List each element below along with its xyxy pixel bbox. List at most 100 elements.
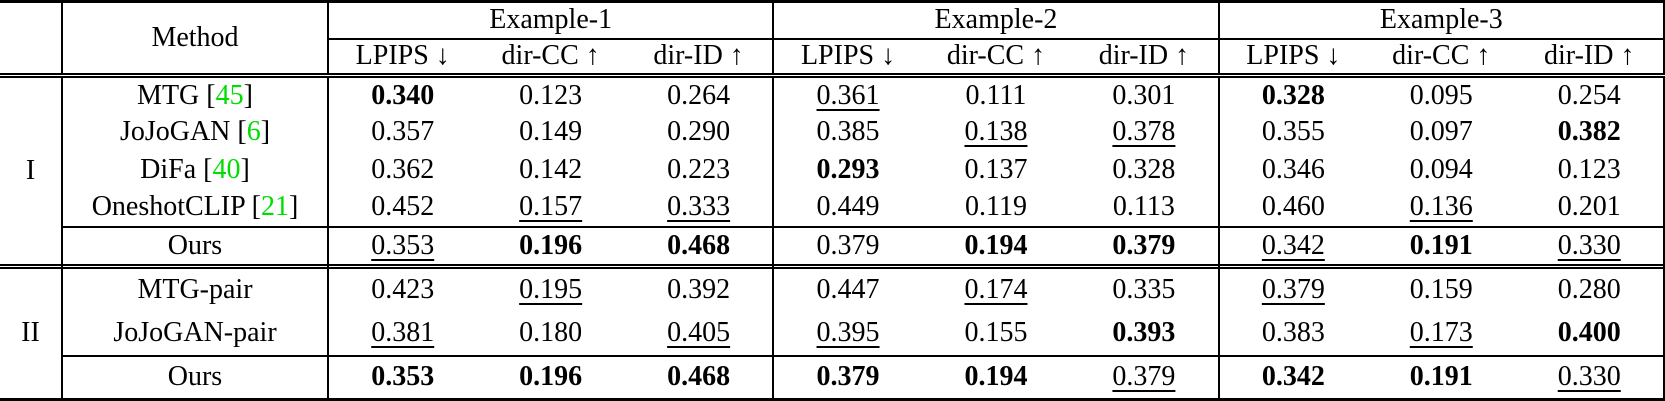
- method-cell: OneshotCLIP [21]: [61, 188, 328, 227]
- method-cell: MTG-pair: [61, 267, 328, 312]
- metric-value: 0.280: [1557, 274, 1621, 306]
- metric-value: 0.379: [1070, 225, 1219, 265]
- metric-value: 0.342: [1217, 354, 1368, 400]
- metric-value: 0.340: [326, 75, 477, 114]
- table-row: II MTG-pair 0.423 0.195 0.392 0.447 0.174 0.335…: [0, 267, 1664, 348]
- citation-link[interactable]: 45: [215, 79, 244, 111]
- metric-value: 0.379: [1070, 354, 1219, 400]
- col-subheader-lpips-2: LPIPS ↓: [772, 38, 922, 78]
- method-cell: Ours: [61, 354, 328, 400]
- separator-segment: [1217, 263, 1664, 269]
- metric-value: 0.449: [772, 188, 922, 227]
- col-subheader-dircc-2: dir-CC ↑: [921, 38, 1071, 78]
- col-header-method: Method: [61, 1, 328, 78]
- metric-value: 0.378: [1112, 116, 1176, 148]
- citation-link[interactable]: 21: [260, 191, 289, 223]
- metric-value: 0.447: [772, 267, 922, 312]
- metric-value: 0.346: [1217, 151, 1368, 189]
- metric-value: 0.095: [1409, 79, 1473, 111]
- group-body-II: II MTG-pair 0.423 0.195 0.392 0.447 0.174 0.335…: [0, 267, 1664, 400]
- group-separator: [0, 263, 1664, 269]
- metric-value: 0.353: [326, 225, 477, 265]
- separator-segment: [326, 263, 774, 269]
- col-header-example-3: Example-3: [1217, 1, 1664, 40]
- metric-value: 0.392: [667, 274, 731, 306]
- metric-value: 0.097: [1409, 116, 1473, 148]
- metric-value: 0.395: [772, 311, 922, 356]
- metric-value: 0.423: [326, 267, 477, 312]
- col-subheader-dircc-1: dir-CC ↑: [476, 38, 625, 78]
- citation-link[interactable]: 40: [212, 154, 241, 186]
- table-row: Ours 0.353 0.196 0.468 0.379 0.194 0.379 0.342 0…: [0, 225, 1664, 265]
- method-cell: MTG [45]: [61, 75, 328, 114]
- metric-value: 0.355: [1217, 113, 1368, 152]
- metric-value: 0.119: [964, 191, 1027, 223]
- metric-value: 0.159: [1409, 274, 1473, 306]
- col-header-example-1: Example-1: [326, 1, 774, 40]
- metric-value: 0.201: [1557, 191, 1621, 223]
- metric-value: 0.342: [1217, 225, 1368, 265]
- metric-value: 0.328: [1112, 154, 1176, 186]
- metric-value: 0.254: [1557, 79, 1621, 111]
- metric-value: 0.264: [667, 79, 731, 111]
- metric-value: 0.379: [772, 354, 922, 400]
- col-subheader-lpips-1: LPIPS ↓: [326, 38, 477, 78]
- metric-value: 0.379: [1217, 267, 1368, 312]
- col-header-example-2: Example-2: [772, 1, 1219, 40]
- group-body-I: I MTG [45] 0.340 0.123 0.264 0.361 0.111 0.301 0…: [0, 75, 1664, 265]
- metric-value: 0.149: [519, 116, 583, 148]
- separator-segment: [61, 263, 328, 269]
- metric-value: 0.335: [1112, 274, 1176, 306]
- metric-value: 0.223: [667, 154, 731, 186]
- col-subheader-dirid-1: dir-ID ↑: [624, 38, 774, 78]
- table-row: JoJoGAN-pair 0.381 0.180 0.405 0.395 0.155 0.3…: [0, 311, 1664, 356]
- separator-segment: [772, 263, 1219, 269]
- metric-value: 0.353: [326, 354, 477, 400]
- group-label: II: [21, 317, 40, 349]
- metric-value: 0.379: [772, 225, 922, 265]
- metric-value: 0.142: [519, 154, 583, 186]
- metric-value: 0.136: [1409, 191, 1473, 223]
- metric-value: 0.452: [326, 188, 477, 227]
- header-row-examples: Method Example-1 Example-2 Example-3: [0, 1, 1664, 78]
- metric-value: 0.138: [964, 116, 1028, 148]
- metric-value: 0.123: [519, 79, 583, 111]
- metric-value: 0.094: [1409, 154, 1473, 186]
- metric-value: 0.400: [1557, 317, 1621, 349]
- method-cell: DiFa [40]: [61, 151, 328, 189]
- col-subheader-lpips-3: LPIPS ↓: [1217, 38, 1368, 78]
- metric-value: 0.328: [1217, 75, 1368, 114]
- citation-link[interactable]: 6: [246, 116, 261, 148]
- group-label: I: [25, 154, 36, 186]
- method-cell: JoJoGAN-pair: [61, 311, 328, 356]
- col-subheader-dirid-2: dir-ID ↑: [1070, 38, 1219, 78]
- table-row: Ours 0.353 0.196 0.468 0.379 0.194 0.379 0.342 0…: [0, 354, 1664, 400]
- metric-value: 0.196: [476, 225, 625, 265]
- header-row-metrics: LPIPS ↓ dir-CC ↑ dir-ID ↑ LPIPS ↓ dir-CC…: [0, 38, 1664, 78]
- metric-value: 0.381: [326, 311, 477, 356]
- metric-value: 0.385: [772, 113, 922, 152]
- metric-value: 0.357: [326, 113, 477, 152]
- table-header: Method Example-1 Example-2 Example-3 LPI…: [0, 1, 1664, 78]
- metric-value: 0.157: [519, 191, 583, 223]
- group-column-header: [0, 1, 62, 78]
- metric-value: 0.290: [667, 116, 731, 148]
- metric-value: 0.333: [667, 191, 731, 223]
- metric-value: 0.155: [964, 317, 1028, 349]
- metric-value: 0.180: [519, 317, 583, 349]
- metric-value: 0.362: [326, 151, 477, 189]
- metric-value: 0.191: [1367, 225, 1516, 265]
- metric-value: 0.383: [1217, 311, 1368, 356]
- metric-value: 0.468: [624, 354, 774, 400]
- method-cell: JoJoGAN [6]: [61, 113, 328, 152]
- metric-value: 0.195: [519, 274, 583, 306]
- metric-value: 0.174: [964, 274, 1028, 306]
- metric-value: 0.460: [1217, 188, 1368, 227]
- table-row: JoJoGAN [6] 0.357 0.149 0.290 0.385 0.138 0.37…: [0, 113, 1664, 152]
- metric-value: 0.393: [1112, 317, 1176, 349]
- table-row: DiFa [40] 0.362 0.142 0.223 0.293 0.137 0.328 0…: [0, 151, 1664, 189]
- metric-value: 0.405: [667, 317, 731, 349]
- metric-value: 0.173: [1409, 317, 1473, 349]
- separator-segment: [0, 263, 62, 269]
